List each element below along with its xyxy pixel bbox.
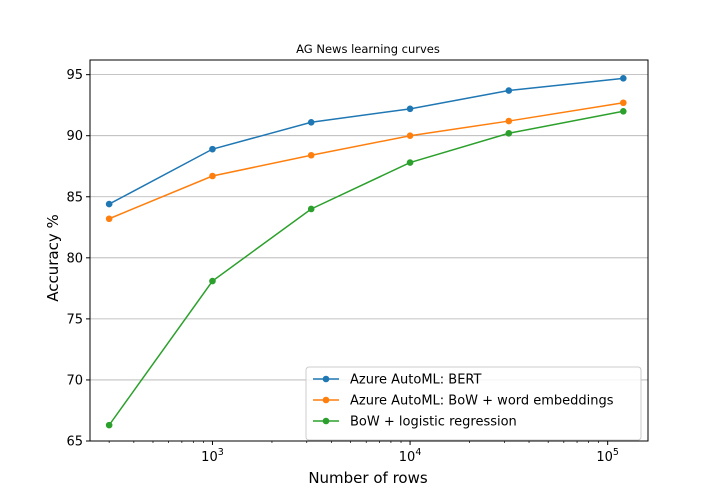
legend-swatch-marker (322, 375, 330, 383)
data-point (620, 107, 627, 115)
series-line (108, 101, 624, 220)
y-tick-label: 95 (66, 68, 83, 83)
legend-box (305, 366, 642, 441)
legend-swatch-marker (322, 417, 330, 425)
y-tick-label: 70 (66, 373, 83, 388)
x-tick-label: 105 (596, 447, 619, 465)
x-tick-base: 10 (596, 450, 613, 465)
x-tick-label: 104 (399, 447, 422, 465)
x-axis-ticks: 103 104 105 (108, 441, 619, 465)
x-tick-exponent: 5 (613, 447, 619, 458)
x-tick-exponent: 3 (218, 447, 224, 458)
y-tick-label: 80 (66, 251, 83, 266)
legend-item: Azure AutoML: BoW + word embeddings (313, 394, 614, 409)
series-1 (105, 99, 627, 223)
x-axis-title: Number of rows (308, 469, 428, 487)
grid-lines (90, 74, 648, 442)
data-point (406, 105, 414, 113)
y-tick-label: 90 (66, 129, 83, 144)
y-axis-ticks: 65 70 75 80 85 90 95 (66, 68, 90, 450)
data-point (406, 132, 414, 140)
x-tick-label: 103 (201, 447, 224, 465)
data-point (209, 277, 216, 285)
data-point (307, 205, 315, 213)
data-point (209, 172, 216, 180)
legend-swatch-marker (322, 396, 330, 404)
data-point (505, 129, 513, 137)
legend-item: Azure AutoML: BERT (313, 373, 482, 388)
legend: Azure AutoML: BERT Azure AutoML: BoW + wo… (305, 366, 642, 441)
data-point (505, 87, 513, 94)
legend-item: BoW + logistic regression (313, 415, 517, 430)
series-line (108, 77, 624, 205)
plot-frame (89, 59, 649, 442)
y-axis-title: Accuracy % (44, 214, 62, 302)
series-line (108, 110, 624, 426)
data-point (209, 145, 216, 153)
data-point (406, 159, 414, 166)
y-tick-label: 75 (66, 312, 83, 327)
data-point (105, 215, 113, 223)
series-layer (105, 75, 627, 429)
x-tick-base: 10 (399, 450, 416, 465)
data-point (307, 151, 315, 159)
data-point (505, 117, 513, 125)
legend-label: BoW + logistic regression (350, 415, 517, 430)
data-point (307, 118, 315, 126)
series-2 (105, 107, 627, 429)
x-tick-base: 10 (201, 450, 218, 465)
legend-label: Azure AutoML: BoW + word embeddings (350, 394, 614, 409)
x-tick-exponent: 4 (415, 447, 421, 458)
series-0 (105, 75, 627, 208)
data-point (105, 421, 113, 429)
chart-title: AG News learning curves (296, 42, 440, 56)
y-tick-label: 85 (66, 190, 83, 205)
y-tick-label: 65 (66, 435, 83, 450)
data-point (620, 99, 627, 107)
legend-label: Azure AutoML: BERT (350, 373, 482, 388)
data-point (620, 75, 627, 82)
data-point (105, 200, 113, 208)
